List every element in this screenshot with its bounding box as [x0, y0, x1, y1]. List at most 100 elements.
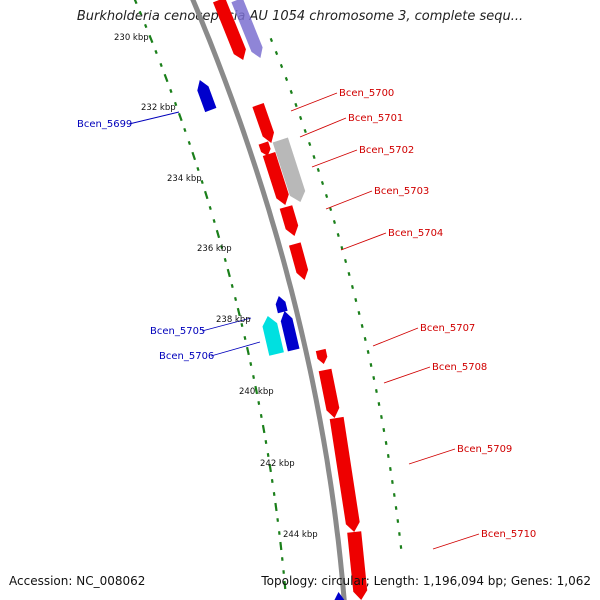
kbp-tick-label: 236 kbp — [197, 244, 232, 254]
label-leader-line — [325, 190, 373, 210]
gene-label-reverse: Bcen_5706 — [159, 351, 214, 362]
gc-dot-inner — [234, 296, 238, 302]
gene-arrow — [275, 296, 288, 314]
gc-dot-inner — [187, 140, 191, 146]
gene-arrow — [289, 242, 309, 280]
gene-arrow — [279, 205, 299, 236]
gc-dot-inner — [243, 335, 247, 341]
gc-dot-outer — [299, 115, 303, 121]
gc-dot-inner — [220, 244, 224, 250]
gene-label-forward: Bcen_5701 — [348, 113, 403, 124]
gc-dot-outer — [312, 154, 316, 160]
gc-dot-outer — [328, 206, 333, 212]
gene-arrow — [252, 103, 274, 143]
gc-dot-outer — [294, 102, 298, 108]
gc-dot-outer — [274, 50, 279, 56]
gc-dot-outer — [320, 180, 325, 186]
gene-label-reverse: Bcen_5705 — [150, 326, 205, 337]
gc-dot-outer — [279, 63, 284, 69]
gc-dot-outer — [332, 219, 337, 225]
gc-dot-inner — [270, 479, 274, 483]
gene-arrow — [197, 80, 217, 113]
gc-dot-outer — [374, 389, 378, 393]
gc-dot-inner — [236, 307, 241, 317]
gc-dot-outer — [380, 415, 383, 419]
gc-dot-inner — [257, 401, 261, 405]
gc-dot-inner — [154, 49, 158, 55]
gene-arrow — [272, 137, 306, 202]
gc-dot-inner — [254, 385, 259, 395]
gc-dot-outer — [384, 441, 388, 445]
chromosome-backbone — [190, 0, 347, 600]
gc-dot-outer — [284, 76, 289, 82]
kbp-tick-label: 230 kbp — [114, 33, 149, 43]
gene-labels: Bcen_5700 Bcen_5701 Bcen_5702 Bcen_5703 Bcen… — [77, 88, 536, 550]
kbp-tick-label: 244 kbp — [283, 530, 318, 540]
gc-dot-outer — [354, 297, 358, 303]
gc-dot-inner — [215, 229, 221, 239]
gene-arrow — [334, 592, 345, 600]
gc-dot-inner — [200, 179, 204, 185]
gc-dot-inner — [261, 424, 266, 434]
gc-dot-outer — [363, 336, 367, 342]
gene-track — [197, 0, 368, 600]
gc-dot-inner — [283, 580, 287, 590]
gene-arrow — [329, 416, 360, 532]
gene-label-forward: Bcen_5703 — [374, 186, 429, 197]
gc-dot-inner — [196, 166, 200, 172]
gc-dot-outer — [350, 284, 354, 290]
gc-dot-outer — [392, 493, 396, 497]
gene-arrow — [262, 152, 289, 205]
gc-dot-inner — [204, 190, 209, 200]
gene-arrow — [318, 368, 340, 418]
gc-dot-inner — [259, 414, 263, 418]
accession-text: Accession: NC_008062 — [9, 574, 146, 588]
gc-dot-inner — [212, 218, 216, 224]
gc-dot-inner — [279, 541, 283, 551]
label-leader-line — [432, 533, 480, 550]
gc-dot-inner — [144, 23, 148, 29]
kbp-tick-label: 240 kbp — [239, 387, 274, 397]
gc-dot-inner — [274, 502, 278, 512]
gc-dot-inner — [163, 73, 169, 83]
label-leader-line — [201, 317, 252, 332]
kbp-tick-label: 238 kbp — [216, 315, 251, 325]
gc-dot-outer — [369, 363, 373, 367]
gc-dot-inner — [230, 283, 234, 289]
label-leader-line — [383, 366, 431, 384]
gc-dot-outer — [391, 480, 394, 484]
gc-dot-inner — [138, 10, 143, 16]
label-leader-line — [210, 341, 261, 357]
gc-dot-outer — [377, 402, 381, 406]
gene-label-forward: Bcen_5709 — [457, 444, 512, 455]
label-leader-line — [299, 117, 347, 138]
gc-dot-outer — [366, 350, 370, 354]
gene-label-forward: Bcen_5710 — [481, 529, 536, 540]
gc-dot-outer — [316, 167, 320, 173]
gc-dot-outer — [347, 271, 351, 277]
label-leader-line — [311, 149, 358, 168]
genome-stats-text: Topology: circular; Length: 1,196,094 bp… — [261, 574, 591, 588]
gc-dot-inner — [252, 375, 255, 379]
gene-arrow — [258, 141, 271, 156]
gc-dot-outer — [386, 454, 390, 458]
gc-dot-inner — [183, 127, 187, 133]
gc-dot-outer — [303, 128, 307, 134]
gc-dot-outer — [336, 232, 340, 238]
gene-label-forward: Bcen_5708 — [432, 362, 487, 373]
gc-dot-inner — [191, 151, 197, 161]
gene-label-forward: Bcen_5707 — [420, 323, 475, 334]
gc-dot-outer — [269, 37, 274, 43]
gc-dot-inner — [223, 257, 227, 263]
gc-dot-inner — [245, 346, 250, 356]
gc-dot-inner — [133, 0, 138, 5]
gene-arrow — [280, 311, 300, 352]
gc-dot-outer — [289, 89, 293, 95]
gc-dot-inner — [226, 268, 231, 278]
gc-dot-inner — [249, 362, 253, 366]
gene-arrow — [347, 531, 368, 600]
gene-label-forward: Bcen_5702 — [359, 145, 414, 156]
label-leader-line — [340, 232, 387, 251]
gene-label-reverse: Bcen_5699 — [77, 119, 132, 130]
